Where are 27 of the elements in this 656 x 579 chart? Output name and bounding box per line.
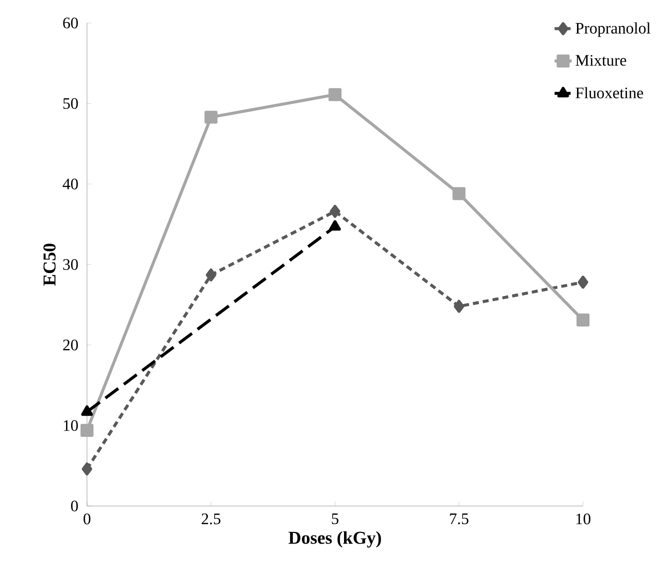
x-tick-label: 0 bbox=[84, 514, 90, 524]
y-tick-label: 30 bbox=[63, 259, 78, 270]
x-tick-label: 5 bbox=[332, 514, 338, 524]
point bbox=[80, 424, 94, 437]
point bbox=[206, 268, 216, 282]
y-axis-title: EC50 bbox=[43, 244, 56, 286]
legend-label: Fluoxetine bbox=[576, 87, 644, 98]
x-axis-title: Doses (kGy) bbox=[288, 531, 381, 548]
y-tick-label: 60 bbox=[63, 18, 78, 28]
point bbox=[454, 300, 464, 313]
x-tick-label: 7.5 bbox=[450, 514, 468, 524]
point bbox=[578, 276, 588, 289]
point bbox=[452, 187, 466, 200]
point bbox=[328, 88, 342, 102]
point bbox=[330, 204, 340, 218]
y-tick-label: 10 bbox=[64, 420, 78, 431]
y-tick-label: 40 bbox=[62, 178, 78, 190]
x-tick-label: 10 bbox=[576, 514, 590, 524]
y-tick-label: 20 bbox=[63, 340, 78, 350]
legend-label: Mixture bbox=[576, 54, 626, 66]
y-tick-label: 0 bbox=[71, 500, 78, 512]
x-tick-label: 2.5 bbox=[202, 514, 220, 524]
point bbox=[204, 110, 218, 124]
point bbox=[82, 462, 92, 476]
y-tick-label: 50 bbox=[63, 98, 78, 109]
legend-label: Propranolol bbox=[576, 22, 650, 37]
point bbox=[576, 314, 590, 327]
